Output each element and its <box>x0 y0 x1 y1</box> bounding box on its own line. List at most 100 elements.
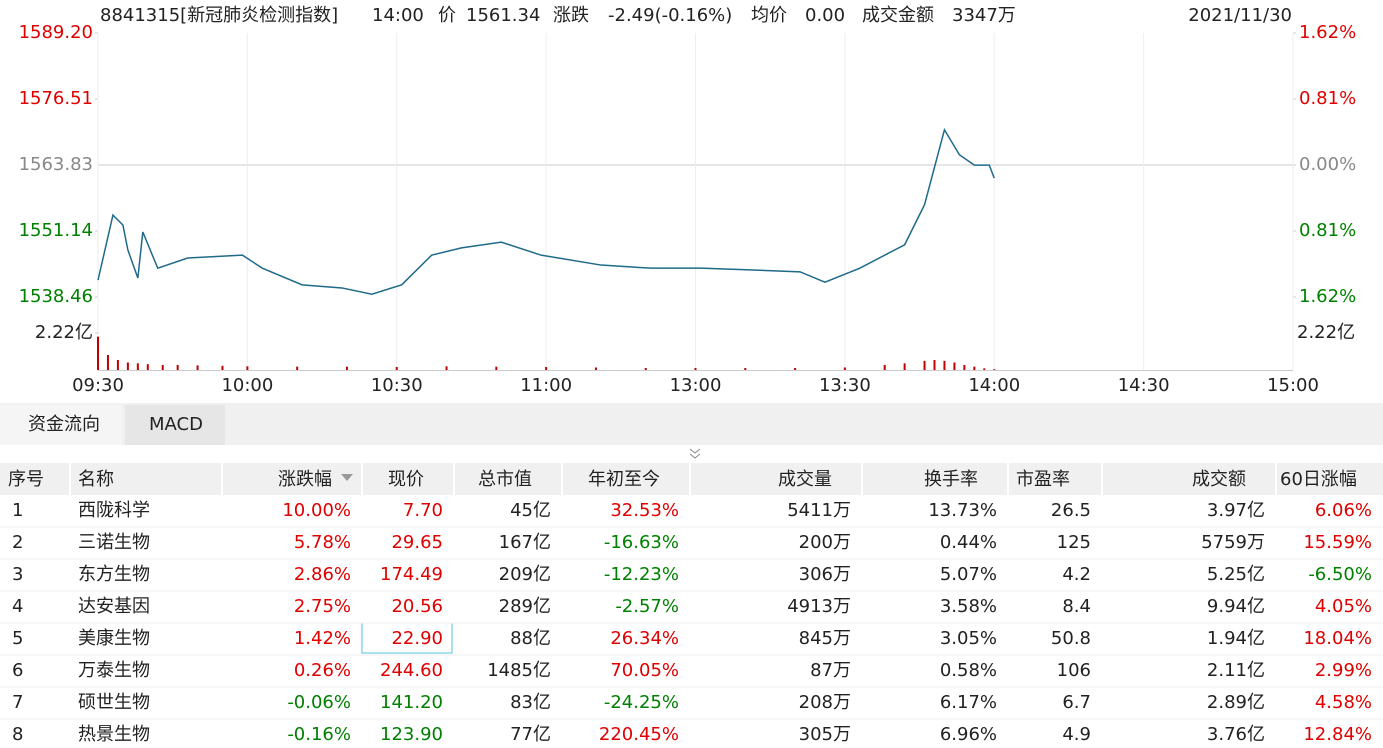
sort-icon[interactable] <box>341 474 353 481</box>
table-cell: 3.58% <box>940 596 997 617</box>
table-cell: 0.58% <box>940 660 997 681</box>
table-cell: 6.06% <box>1315 500 1372 521</box>
x-tick-label: 14:00 <box>968 375 1020 396</box>
column-header: 市盈率 <box>1016 469 1070 490</box>
table-header <box>0 463 1383 495</box>
table-cell: 3.05% <box>940 628 997 649</box>
table-cell: -6.50% <box>1308 564 1372 585</box>
table-cell: 0.44% <box>940 532 997 553</box>
table-cell: 4.58% <box>1315 692 1372 713</box>
table-cell: 29.65 <box>391 532 443 553</box>
x-tick-label: 09:30 <box>72 375 124 396</box>
table-cell: 88亿 <box>510 628 551 649</box>
table-cell: 2.86% <box>294 564 351 585</box>
table-cell: 2.99% <box>1315 660 1372 681</box>
table-cell: 7.70 <box>403 500 443 521</box>
table-cell: 5.25亿 <box>1207 564 1265 585</box>
table-cell: 10.00% <box>282 500 351 521</box>
table-cell: 305万 <box>799 724 851 745</box>
volume-tick-label: 2.22亿 <box>35 322 93 343</box>
table-cell: 22.90 <box>391 628 443 649</box>
table-cell: 244.60 <box>380 660 443 681</box>
table-cell: 20.56 <box>391 596 443 617</box>
table-cell: 209亿 <box>499 564 551 585</box>
y-tick-label: 1576.51 <box>19 88 93 109</box>
table-cell: 18.04% <box>1303 628 1372 649</box>
column-header: 序号 <box>8 469 44 490</box>
table-cell: 45亿 <box>510 500 551 521</box>
x-tick-label: 13:30 <box>819 375 871 396</box>
column-header: 名称 <box>78 469 114 490</box>
table-cell: 6 <box>12 660 23 681</box>
table-cell: 硕世生物 <box>78 692 150 713</box>
table-cell: 70.05% <box>610 660 679 681</box>
header-code: 8841315[新冠肺炎检测指数] <box>100 5 338 26</box>
table-cell: 5.78% <box>294 532 351 553</box>
tab[interactable] <box>125 405 225 445</box>
table-cell: 167亿 <box>499 532 551 553</box>
table-cell: 1 <box>12 500 23 521</box>
table-cell: 5 <box>12 628 23 649</box>
table-cell: 32.53% <box>610 500 679 521</box>
table-cell: 3 <box>12 564 23 585</box>
column-header: 60日涨幅 <box>1280 469 1357 490</box>
x-tick-label: 10:00 <box>221 375 273 396</box>
table-cell: 4913万 <box>787 596 851 617</box>
table-cell: 3.97亿 <box>1207 500 1265 521</box>
header-price: 1561.34 <box>466 5 540 26</box>
volume-tick-label: 2.22亿 <box>1297 322 1355 343</box>
table-cell: 106 <box>1057 660 1091 681</box>
column-header: 总市值 <box>478 469 532 490</box>
column-header: 涨跌幅 <box>278 469 332 490</box>
header-amount: 3347万 <box>952 5 1016 26</box>
table-cell: 87万 <box>810 660 851 681</box>
table-cell: 15.59% <box>1303 532 1372 553</box>
table-cell: 1485亿 <box>487 660 551 681</box>
header-change-label: 涨跌 <box>553 5 589 26</box>
header-change: -2.49(-0.16%) <box>608 5 732 26</box>
table-cell: 845万 <box>799 628 851 649</box>
x-tick-label: 15:00 <box>1267 375 1319 396</box>
column-header: 换手率 <box>924 469 978 490</box>
table-cell: 125 <box>1057 532 1091 553</box>
tab-bar <box>0 403 1383 445</box>
tab-label[interactable]: MACD <box>149 414 203 435</box>
table-cell: -12.23% <box>604 564 679 585</box>
column-header: 成交量 <box>778 469 832 490</box>
table-cell: 8 <box>12 724 23 745</box>
table-cell: 5411万 <box>787 500 851 521</box>
table-cell: 7 <box>12 692 23 713</box>
table-cell: 5759万 <box>1201 532 1265 553</box>
table-cell: 4.9 <box>1062 724 1091 745</box>
header-date: 2021/11/30 <box>1188 5 1292 26</box>
table-cell: 12.84% <box>1303 724 1372 745</box>
table-cell: 141.20 <box>380 692 443 713</box>
price-line <box>97 127 995 295</box>
table-cell: 3.76亿 <box>1207 724 1265 745</box>
table-cell: 9.94亿 <box>1207 596 1265 617</box>
table-cell: 4 <box>12 596 23 617</box>
table-cell: 万泰生物 <box>78 660 150 681</box>
header-price-label: 价 <box>438 5 456 26</box>
table-cell: 热景生物 <box>78 724 150 745</box>
table-cell: 174.49 <box>380 564 443 585</box>
column-header: 年初至今 <box>588 469 660 490</box>
table-cell: -0.16% <box>287 724 351 745</box>
header-avg-label: 均价 <box>751 5 787 26</box>
table-cell: 306万 <box>799 564 851 585</box>
table-cell: 西陇科学 <box>78 500 150 521</box>
tab[interactable] <box>0 405 122 445</box>
table-cell: -24.25% <box>604 692 679 713</box>
x-tick-label: 14:30 <box>1118 375 1170 396</box>
table-cell: 13.73% <box>928 500 997 521</box>
table-cell: 289亿 <box>499 596 551 617</box>
table-cell: 1.42% <box>294 628 351 649</box>
y2-tick-label: 0.81% <box>1299 220 1356 241</box>
table-cell: 三诺生物 <box>78 532 150 553</box>
header-avg: 0.00 <box>805 5 845 26</box>
tab-label[interactable]: 资金流向 <box>28 414 100 435</box>
y2-tick-label: 1.62% <box>1299 286 1356 307</box>
x-tick-label: 11:00 <box>520 375 572 396</box>
expand-icon[interactable] <box>689 448 701 459</box>
y-tick-label: 1563.83 <box>19 154 93 175</box>
